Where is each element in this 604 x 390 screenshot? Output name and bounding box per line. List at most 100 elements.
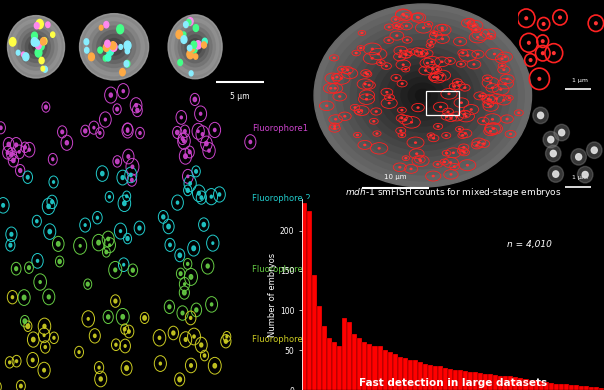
Circle shape	[22, 295, 26, 300]
Ellipse shape	[394, 71, 452, 120]
Circle shape	[446, 116, 448, 117]
Circle shape	[31, 32, 37, 40]
Circle shape	[178, 253, 181, 257]
Circle shape	[85, 48, 89, 53]
Circle shape	[405, 54, 407, 55]
Circle shape	[388, 97, 390, 98]
Text: Fluorophore 2: Fluorophore 2	[252, 194, 311, 204]
Bar	[498, 376, 503, 390]
Circle shape	[187, 50, 194, 59]
Circle shape	[36, 20, 43, 29]
Circle shape	[419, 159, 421, 160]
Bar	[397, 356, 403, 390]
Circle shape	[403, 15, 405, 16]
Bar	[358, 338, 362, 390]
Circle shape	[121, 176, 124, 179]
Bar	[423, 364, 428, 390]
Circle shape	[360, 48, 362, 49]
Circle shape	[400, 50, 402, 51]
Circle shape	[446, 152, 448, 154]
Circle shape	[202, 42, 207, 48]
Circle shape	[120, 230, 121, 232]
Circle shape	[179, 272, 182, 275]
Circle shape	[364, 83, 366, 85]
Circle shape	[367, 74, 368, 75]
Circle shape	[368, 85, 370, 86]
Circle shape	[65, 141, 68, 145]
Circle shape	[330, 88, 332, 89]
Circle shape	[388, 40, 390, 41]
Circle shape	[218, 193, 220, 196]
Circle shape	[93, 126, 95, 129]
Circle shape	[366, 94, 368, 96]
Circle shape	[109, 93, 112, 97]
Circle shape	[31, 337, 35, 342]
Ellipse shape	[33, 43, 40, 51]
Text: Fast detection in large datasets: Fast detection in large datasets	[359, 378, 547, 388]
Circle shape	[410, 168, 412, 170]
Circle shape	[86, 282, 89, 286]
Circle shape	[187, 18, 193, 25]
Circle shape	[40, 38, 46, 45]
Bar	[458, 370, 463, 390]
Circle shape	[426, 62, 428, 64]
Circle shape	[104, 40, 110, 47]
Circle shape	[442, 27, 443, 28]
Circle shape	[339, 96, 341, 97]
Bar	[488, 374, 493, 390]
Circle shape	[34, 39, 39, 46]
Circle shape	[417, 107, 419, 108]
Ellipse shape	[11, 20, 61, 74]
Circle shape	[111, 43, 117, 51]
Circle shape	[340, 78, 342, 79]
Circle shape	[191, 45, 198, 53]
Circle shape	[476, 145, 478, 146]
Circle shape	[181, 36, 187, 43]
Circle shape	[464, 113, 466, 115]
Circle shape	[39, 57, 44, 64]
Circle shape	[450, 117, 452, 119]
Circle shape	[84, 224, 86, 226]
Circle shape	[405, 69, 406, 70]
Bar	[539, 381, 544, 390]
Circle shape	[36, 41, 41, 49]
Y-axis label: Number of embryos: Number of embryos	[268, 252, 277, 337]
Circle shape	[184, 338, 187, 341]
Circle shape	[490, 99, 492, 100]
Ellipse shape	[350, 34, 495, 156]
Circle shape	[97, 240, 100, 245]
Circle shape	[35, 48, 42, 57]
Circle shape	[442, 75, 443, 76]
Bar	[307, 211, 312, 390]
Circle shape	[437, 77, 439, 78]
Circle shape	[414, 142, 416, 143]
Text: 5 μm: 5 μm	[230, 92, 250, 101]
Circle shape	[186, 188, 189, 192]
Circle shape	[458, 85, 460, 86]
Circle shape	[401, 110, 403, 111]
Circle shape	[475, 29, 477, 30]
Circle shape	[103, 56, 108, 61]
Circle shape	[204, 354, 206, 357]
Circle shape	[131, 165, 133, 168]
Text: Fluorophore1: Fluorophore1	[252, 124, 308, 133]
Circle shape	[178, 60, 182, 66]
Circle shape	[341, 69, 343, 70]
Circle shape	[449, 60, 451, 62]
Circle shape	[490, 131, 492, 132]
Circle shape	[460, 102, 462, 103]
Circle shape	[437, 69, 439, 70]
Title: $\mathit{mdh}$-$\mathit{1}$ smFISH counts for mixed-stage embryos: $\mathit{mdh}$-$\mathit{1}$ smFISH count…	[345, 186, 561, 199]
Circle shape	[192, 246, 196, 251]
Circle shape	[358, 111, 359, 112]
Circle shape	[344, 116, 345, 117]
Circle shape	[139, 131, 141, 135]
Circle shape	[333, 57, 335, 58]
Circle shape	[454, 86, 455, 87]
Circle shape	[452, 152, 454, 153]
Circle shape	[189, 275, 193, 279]
Circle shape	[43, 369, 45, 372]
Circle shape	[430, 135, 432, 136]
Circle shape	[410, 51, 411, 53]
Circle shape	[437, 164, 439, 165]
